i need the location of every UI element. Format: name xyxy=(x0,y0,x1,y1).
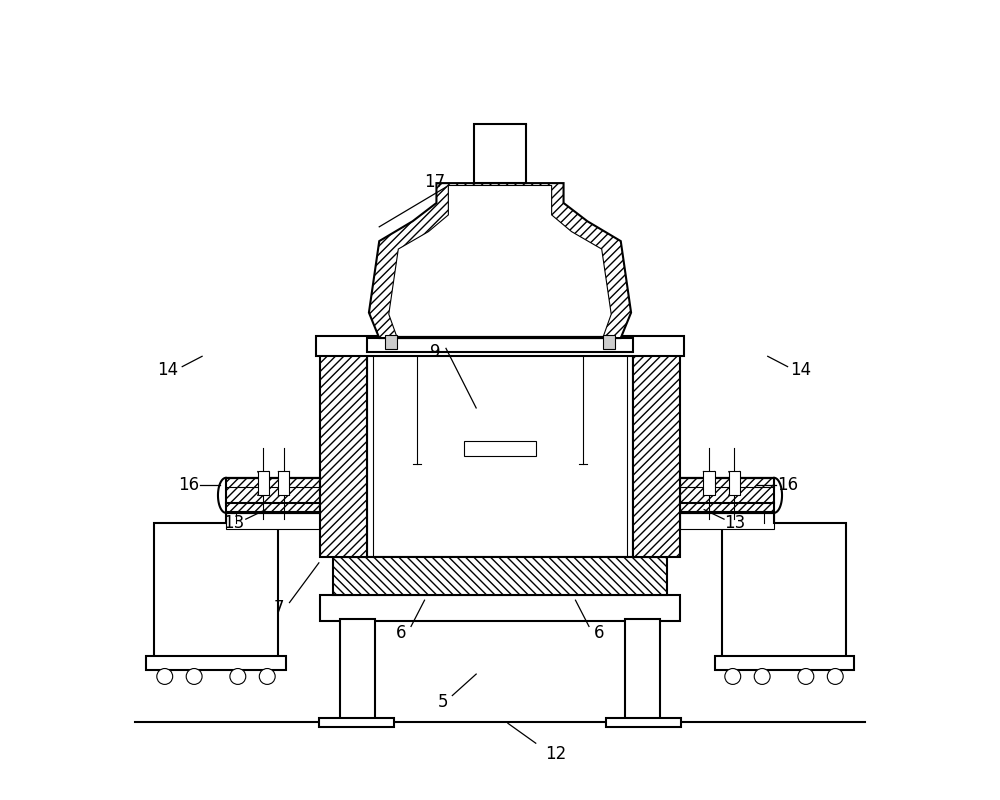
Polygon shape xyxy=(680,478,774,513)
Bar xyxy=(464,442,536,456)
Circle shape xyxy=(157,669,173,685)
Bar xyxy=(474,123,526,183)
Polygon shape xyxy=(389,186,611,337)
Bar xyxy=(333,558,667,595)
Bar xyxy=(633,352,680,558)
Circle shape xyxy=(754,669,770,685)
Text: 5: 5 xyxy=(438,693,448,711)
Bar xyxy=(722,523,846,658)
Polygon shape xyxy=(369,183,631,338)
Bar xyxy=(320,595,680,621)
Circle shape xyxy=(798,669,814,685)
Bar xyxy=(606,718,681,727)
Bar xyxy=(680,511,774,529)
Bar xyxy=(146,656,286,670)
Circle shape xyxy=(725,669,741,685)
Bar xyxy=(729,471,740,495)
Text: 16: 16 xyxy=(178,476,199,494)
Text: 13: 13 xyxy=(223,514,244,532)
Bar xyxy=(278,471,289,495)
Polygon shape xyxy=(226,478,320,513)
Circle shape xyxy=(259,669,275,685)
Bar xyxy=(367,352,633,558)
Bar xyxy=(316,337,684,356)
Text: 16: 16 xyxy=(777,476,798,494)
Bar xyxy=(625,619,660,720)
Text: 12: 12 xyxy=(545,745,566,762)
Bar xyxy=(340,619,375,720)
Bar xyxy=(320,352,367,558)
Bar xyxy=(367,338,633,352)
Text: 14: 14 xyxy=(157,361,178,379)
Circle shape xyxy=(827,669,843,685)
Bar xyxy=(319,718,394,727)
Bar xyxy=(703,471,715,495)
Text: 6: 6 xyxy=(395,624,406,642)
Bar xyxy=(226,511,320,529)
Text: 6: 6 xyxy=(594,624,605,642)
Text: 13: 13 xyxy=(724,514,745,532)
Bar xyxy=(714,656,854,670)
Bar xyxy=(154,523,278,658)
Text: 14: 14 xyxy=(790,361,811,379)
Text: 7: 7 xyxy=(274,599,284,617)
Bar xyxy=(385,335,397,349)
Bar xyxy=(603,335,615,349)
Text: 9: 9 xyxy=(430,343,440,362)
Circle shape xyxy=(186,669,202,685)
Text: 17: 17 xyxy=(424,173,445,190)
Bar xyxy=(258,471,269,495)
Circle shape xyxy=(230,669,246,685)
